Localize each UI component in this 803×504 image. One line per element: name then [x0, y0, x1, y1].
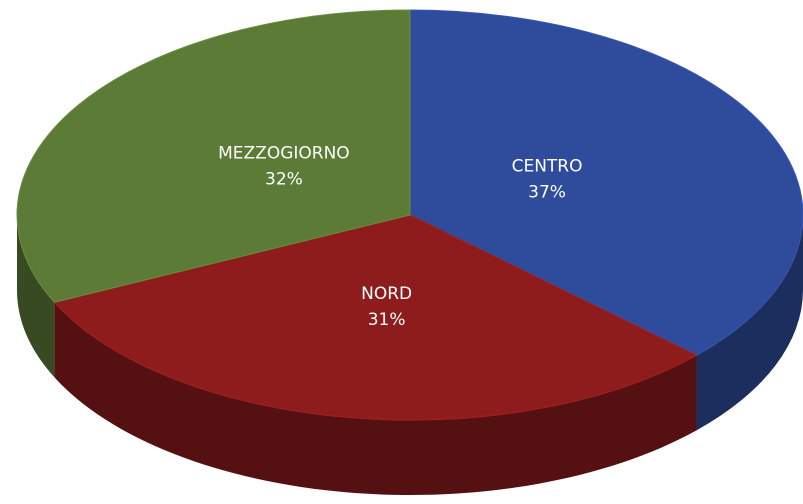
slice-value-label: 37%: [528, 182, 566, 202]
pie-slice: [409, 9, 803, 356]
pie-slice: [53, 214, 698, 421]
slice-label: CENTRO: [512, 156, 583, 176]
pie-side: [17, 215, 55, 378]
slice-label: NORD: [361, 284, 412, 304]
slice-label: MEZZOGIORNO: [218, 144, 350, 164]
pie-side: [54, 302, 697, 495]
slice-value-label: 31%: [368, 310, 406, 330]
slice-value-label: 32%: [265, 170, 303, 190]
pie-side: [696, 215, 803, 431]
pie-slice: [16, 9, 411, 303]
